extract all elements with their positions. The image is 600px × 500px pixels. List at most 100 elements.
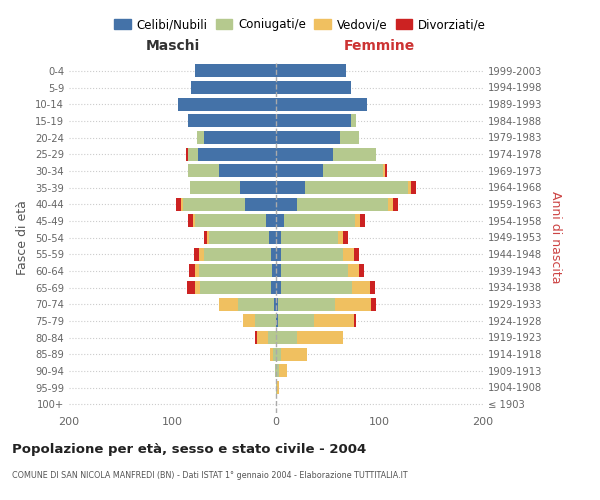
Bar	[276, 248, 281, 260]
Y-axis label: Fasce di età: Fasce di età	[16, 200, 29, 275]
Bar	[276, 98, 367, 110]
Bar	[188, 114, 276, 128]
Bar	[199, 264, 272, 278]
Bar	[219, 298, 238, 310]
Text: Femmine: Femmine	[344, 38, 415, 52]
Bar	[355, 214, 360, 228]
Bar	[296, 331, 343, 344]
Bar	[268, 331, 276, 344]
Bar	[284, 214, 355, 228]
Bar	[188, 164, 219, 177]
Bar	[338, 231, 343, 244]
Bar	[276, 381, 277, 394]
Bar	[181, 198, 183, 210]
Bar	[276, 264, 281, 278]
Bar	[410, 181, 416, 194]
Bar	[257, 331, 268, 344]
Bar	[187, 281, 195, 294]
Bar	[195, 64, 276, 78]
Bar	[203, 231, 206, 244]
Bar	[273, 348, 276, 360]
Bar	[352, 281, 370, 294]
Bar	[269, 231, 276, 244]
Bar	[314, 314, 353, 328]
Bar	[343, 248, 353, 260]
Bar	[343, 231, 349, 244]
Bar	[323, 164, 383, 177]
Bar	[353, 248, 359, 260]
Bar	[276, 164, 323, 177]
Bar	[277, 381, 279, 394]
Bar	[275, 364, 276, 378]
Bar	[350, 114, 356, 128]
Bar	[240, 181, 276, 194]
Bar	[340, 131, 359, 144]
Bar	[276, 214, 284, 228]
Bar	[276, 281, 281, 294]
Bar	[194, 248, 199, 260]
Text: Maschi: Maschi	[145, 38, 200, 52]
Bar	[197, 131, 203, 144]
Bar	[276, 181, 305, 194]
Bar	[189, 264, 195, 278]
Bar	[388, 198, 393, 210]
Bar	[245, 198, 276, 210]
Bar	[279, 364, 287, 378]
Bar	[272, 264, 276, 278]
Bar	[276, 364, 279, 378]
Bar	[276, 148, 333, 160]
Bar	[186, 148, 188, 160]
Bar	[183, 198, 245, 210]
Bar	[276, 114, 350, 128]
Bar	[276, 198, 296, 210]
Bar	[281, 348, 307, 360]
Bar	[199, 248, 203, 260]
Bar	[276, 348, 281, 360]
Bar	[219, 164, 276, 177]
Bar	[178, 98, 276, 110]
Bar	[393, 198, 398, 210]
Legend: Celibi/Nubili, Coniugati/e, Vedovi/e, Divorziati/e: Celibi/Nubili, Coniugati/e, Vedovi/e, Di…	[109, 14, 491, 36]
Bar	[243, 314, 256, 328]
Bar	[335, 298, 371, 310]
Bar	[276, 314, 278, 328]
Bar	[199, 148, 276, 160]
Bar	[276, 64, 346, 78]
Bar	[190, 181, 240, 194]
Text: Popolazione per età, sesso e stato civile - 2004: Popolazione per età, sesso e stato civil…	[12, 442, 366, 456]
Bar	[385, 164, 387, 177]
Bar	[200, 281, 271, 294]
Bar	[276, 298, 278, 310]
Bar	[193, 214, 195, 228]
Bar	[270, 348, 273, 360]
Bar	[278, 314, 314, 328]
Bar	[238, 298, 274, 310]
Bar	[195, 264, 199, 278]
Bar	[188, 148, 199, 160]
Y-axis label: Anni di nascita: Anni di nascita	[549, 191, 562, 284]
Bar	[188, 214, 193, 228]
Bar	[276, 131, 340, 144]
Bar	[281, 248, 343, 260]
Bar	[256, 331, 257, 344]
Bar	[281, 264, 349, 278]
Bar	[271, 248, 276, 260]
Bar	[176, 198, 181, 210]
Bar	[209, 231, 269, 244]
Bar	[333, 148, 376, 160]
Bar	[281, 281, 352, 294]
Bar	[195, 281, 200, 294]
Bar	[276, 81, 350, 94]
Bar	[203, 248, 271, 260]
Bar	[266, 214, 276, 228]
Bar	[281, 231, 338, 244]
Bar	[206, 231, 209, 244]
Bar	[371, 298, 376, 310]
Bar	[195, 214, 266, 228]
Text: COMUNE DI SAN NICOLA MANFREDI (BN) - Dati ISTAT 1° gennaio 2004 - Elaborazione T: COMUNE DI SAN NICOLA MANFREDI (BN) - Dat…	[12, 471, 407, 480]
Bar	[349, 264, 359, 278]
Bar	[409, 181, 410, 194]
Bar	[383, 164, 385, 177]
Bar	[359, 264, 364, 278]
Bar	[203, 131, 276, 144]
